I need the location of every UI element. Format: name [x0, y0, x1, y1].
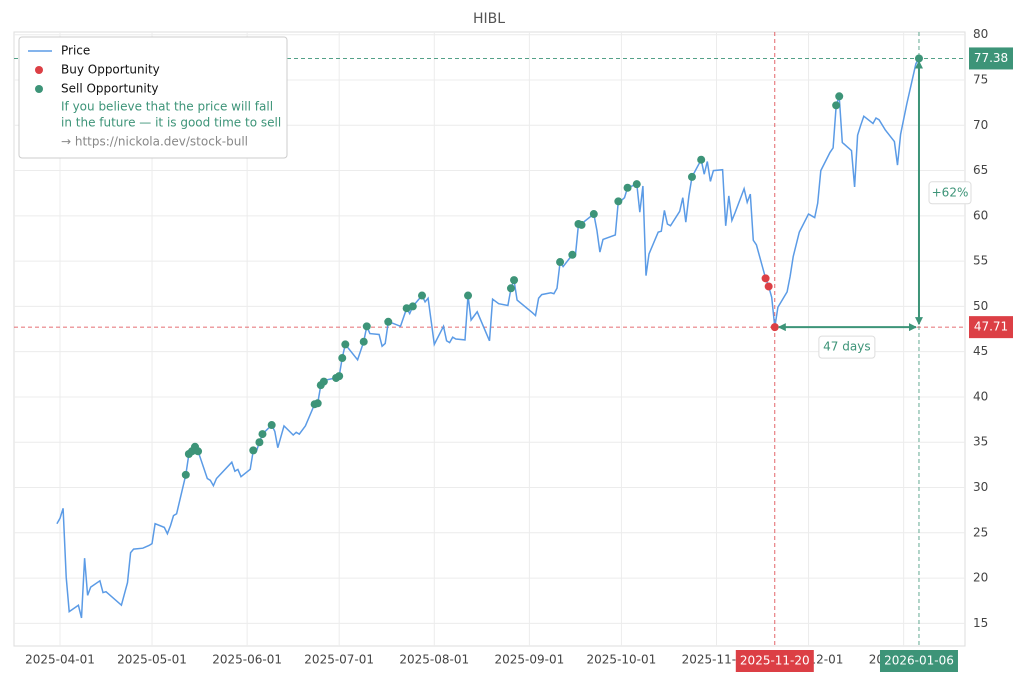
value-badge: 47.71 — [974, 320, 1008, 334]
marker-point — [770, 323, 779, 332]
y-tick-label: 35 — [973, 435, 988, 449]
marker-point — [697, 155, 706, 164]
marker-point — [510, 276, 519, 285]
marker-point — [359, 337, 368, 346]
y-tick-label: 25 — [973, 525, 988, 539]
marker-point — [408, 302, 417, 311]
x-tick-label: 2025-08-01 — [399, 653, 469, 667]
legend-label: Sell Opportunity — [61, 82, 159, 96]
marker-point — [181, 470, 190, 479]
price-line — [56, 58, 920, 619]
y-tick-label: 55 — [973, 254, 988, 268]
marker-point — [402, 304, 411, 313]
marker-point — [267, 421, 276, 430]
marker-point — [464, 291, 473, 300]
marker-point — [418, 291, 427, 300]
y-tick-label: 75 — [973, 72, 988, 86]
y-tick-label: 45 — [973, 344, 988, 358]
legend-note: in the future — it is good time to sell — [61, 116, 281, 130]
x-tick-label: 2025-05-01 — [117, 653, 187, 667]
y-tick-label: 70 — [973, 118, 988, 132]
marker-point — [341, 340, 350, 349]
x-tick-label: 2025-04-01 — [25, 653, 95, 667]
y-tick-label: 15 — [973, 616, 988, 630]
marker-point — [568, 250, 577, 259]
x-tick-label: 2025-06-01 — [212, 653, 282, 667]
y-tick-label: 50 — [973, 299, 988, 313]
chart-title: HIBL — [473, 11, 505, 27]
marker-point — [632, 180, 641, 189]
value-badge: 77.38 — [974, 51, 1008, 65]
marker-point — [577, 220, 586, 229]
y-tick-label: 80 — [973, 27, 988, 41]
marker-point — [614, 197, 623, 206]
marker-point — [914, 54, 923, 63]
marker-point — [313, 399, 322, 408]
marker-point — [194, 447, 203, 456]
marker-point — [258, 430, 267, 439]
marker-point — [319, 377, 328, 386]
marker-point — [335, 372, 344, 381]
date-badge: 2026-01-06 — [884, 654, 954, 668]
marker-point — [249, 446, 258, 455]
marker-point — [255, 438, 264, 447]
marker-point — [362, 322, 371, 331]
legend-label: Price — [61, 44, 90, 58]
marker-point — [506, 284, 515, 293]
legend-box — [18, 36, 288, 159]
legend-swatch — [35, 85, 43, 93]
y-tick-label: 60 — [973, 208, 988, 222]
y-tick-label: 40 — [973, 389, 988, 403]
y-tick-label: 65 — [973, 163, 988, 177]
duration-label: 47 days — [823, 340, 870, 354]
date-badge-bg — [879, 650, 958, 672]
marker-point — [761, 274, 770, 283]
plot-area — [13, 31, 966, 647]
x-tick-label: 2025-11-01 — [682, 653, 752, 667]
date-badge-bg — [735, 650, 814, 672]
x-tick-label: 2025-09-01 — [495, 653, 565, 667]
x-tick-label: 2025-07-01 — [304, 653, 374, 667]
marker-point — [623, 183, 632, 192]
date-badge: 2025-11-20 — [740, 654, 810, 668]
marker-point — [764, 282, 773, 291]
duration-label-box — [818, 335, 876, 359]
marker-point — [589, 210, 598, 219]
marker-point — [687, 172, 696, 181]
marker-point — [338, 354, 347, 363]
y-tick-label: 20 — [973, 571, 988, 585]
marker-point — [832, 101, 841, 110]
value-badge-bg — [969, 47, 1013, 70]
marker-point — [384, 317, 393, 326]
change-label-box — [928, 181, 972, 205]
legend-swatch — [35, 66, 43, 74]
legend-link: → https://nickola.dev/stock-bull — [61, 135, 248, 149]
x-tick-label: 2025-10-01 — [587, 653, 657, 667]
value-badge-bg — [969, 316, 1013, 339]
y-tick-label: 30 — [973, 480, 988, 494]
marker-point — [556, 258, 565, 267]
change-label: +62% — [932, 185, 969, 199]
legend-label: Buy Opportunity — [61, 63, 160, 77]
legend-note: If you believe that the price will fall — [61, 100, 273, 114]
marker-point — [835, 92, 844, 101]
